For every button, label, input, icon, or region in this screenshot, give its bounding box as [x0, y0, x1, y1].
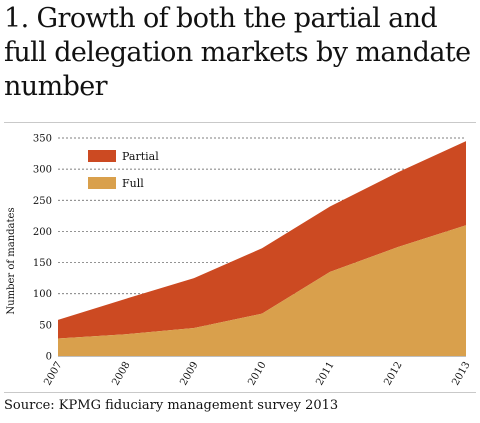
- legend-label-full: Full: [122, 177, 144, 190]
- y-tick-label: 0: [46, 352, 52, 363]
- y-tick-label: 200: [33, 227, 52, 238]
- legend-label-partial: Partial: [122, 150, 159, 163]
- x-tick-label: 2012: [382, 360, 404, 388]
- area-partial: [58, 141, 466, 339]
- top-divider: [4, 122, 476, 123]
- x-tick-label: 2007: [42, 360, 64, 388]
- legend-swatch-full: [88, 177, 116, 189]
- legend-swatch-partial: [88, 150, 116, 162]
- x-tick-label: 2013: [450, 360, 472, 388]
- x-tick-label: 2010: [246, 360, 268, 388]
- y-tick-label: 50: [39, 320, 52, 331]
- source-note: Source: KPMG fiduciary management survey…: [4, 398, 339, 413]
- y-tick-label: 250: [33, 196, 52, 207]
- area-full: [58, 225, 466, 356]
- x-tick-label: 2008: [110, 360, 132, 388]
- chart-title: 1. Growth of both the partial and full d…: [4, 3, 471, 102]
- x-tick-label: 2009: [178, 360, 200, 388]
- series-areas: [58, 141, 466, 356]
- y-axis-title: Number of mandates: [6, 207, 17, 314]
- legend: Partial Full: [88, 150, 159, 190]
- x-tick-label: 2011: [314, 360, 336, 388]
- y-tick-label: 100: [33, 289, 52, 300]
- y-tick-label: 300: [33, 165, 52, 176]
- y-tick-label: 350: [33, 134, 52, 145]
- bottom-divider: [4, 392, 476, 393]
- area-chart: 0 50 100 150 200 250 300 350 2007 2008 2009 2010 201…: [6, 134, 473, 388]
- y-tick-label: 150: [33, 258, 52, 269]
